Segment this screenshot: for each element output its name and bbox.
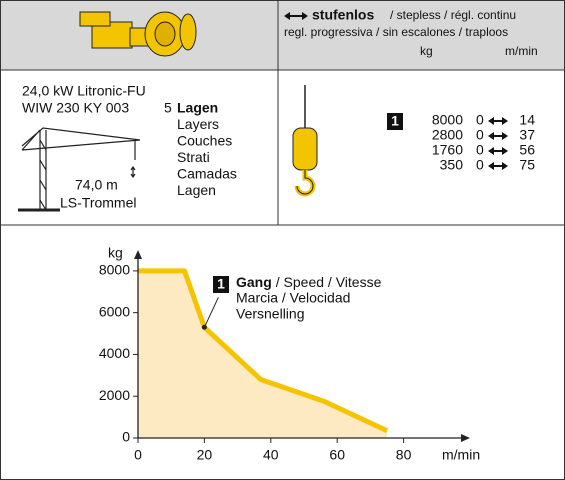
speed-max: 56: [519, 142, 535, 158]
layer-label: Lagen: [177, 100, 218, 116]
x-axis-arrow: [461, 434, 470, 442]
y-tick-label: 6000: [99, 303, 130, 319]
y-tick-label: 8000: [99, 262, 130, 278]
layer-label: Strati: [177, 149, 210, 165]
x-tick-label: 80: [396, 447, 412, 463]
unit-load: kg: [420, 44, 433, 58]
load: 2800: [432, 127, 463, 143]
gear-number: 1: [391, 113, 399, 129]
rope-length: 74,0 m: [75, 177, 118, 193]
y-axis-arrow: [134, 250, 142, 259]
layer-label: Couches: [177, 133, 232, 149]
winch: WIW 230 KY 003: [22, 100, 129, 116]
y-tick-label: 4000: [99, 345, 130, 361]
layer-label: Camadas: [177, 166, 237, 182]
speed-min: 0: [476, 127, 484, 143]
speed-min: 0: [476, 112, 484, 128]
unit-speed: m/min: [505, 44, 538, 58]
chart: 0 2000 4000 6000 8000 0 20 40 60 80 kg m/min 1 Gang/ …: [99, 245, 480, 463]
annotation-line: Versnelling: [236, 306, 305, 322]
speed-max: 75: [519, 157, 535, 173]
x-tick-label: 60: [329, 447, 345, 463]
y-axis-label: kg: [108, 245, 123, 261]
annotation-line: Gang/ Speed / Vitesse: [236, 274, 382, 290]
mode-translations: / stepless / régl. continu: [390, 8, 516, 22]
page: stufenlos / stepless / régl. continu reg…: [0, 0, 565, 480]
x-axis-label: m/min: [442, 447, 480, 463]
power: 24,0 kW Litronic-FU: [22, 83, 146, 99]
layer-label: Lagen: [177, 182, 216, 198]
load: 350: [440, 157, 464, 173]
annotation-title: Gang: [236, 274, 272, 290]
speed-max: 37: [519, 127, 535, 143]
mode-line2: regl. progressiva / sin escalones / trap…: [284, 25, 508, 39]
layer-label: Layers: [177, 116, 219, 132]
annotation-gear: 1: [217, 276, 225, 292]
speed-max: 14: [519, 112, 535, 128]
speed-min: 0: [476, 157, 484, 173]
annotation-dot: [202, 325, 207, 330]
y-tick-label: 2000: [99, 387, 130, 403]
x-tick-label: 40: [263, 447, 279, 463]
spec-sheet: stufenlos / stepless / régl. continu reg…: [0, 0, 565, 480]
layers-count: 5: [164, 100, 172, 116]
annotation-line: Marcia / Velocidad: [236, 290, 350, 306]
load: 1760: [432, 142, 463, 158]
load: 8000: [432, 112, 463, 128]
x-tick-label: 20: [197, 447, 213, 463]
y-tick-label: 0: [122, 429, 130, 445]
speed-min: 0: [476, 142, 484, 158]
mode: stufenlos: [312, 7, 374, 23]
annotation-text: / Speed / Vitesse: [276, 274, 382, 290]
hook-icon: [293, 85, 317, 194]
drum: LS-Trommel: [60, 195, 137, 211]
x-tick-label: 0: [134, 447, 142, 463]
annotation-leader: [204, 297, 218, 327]
